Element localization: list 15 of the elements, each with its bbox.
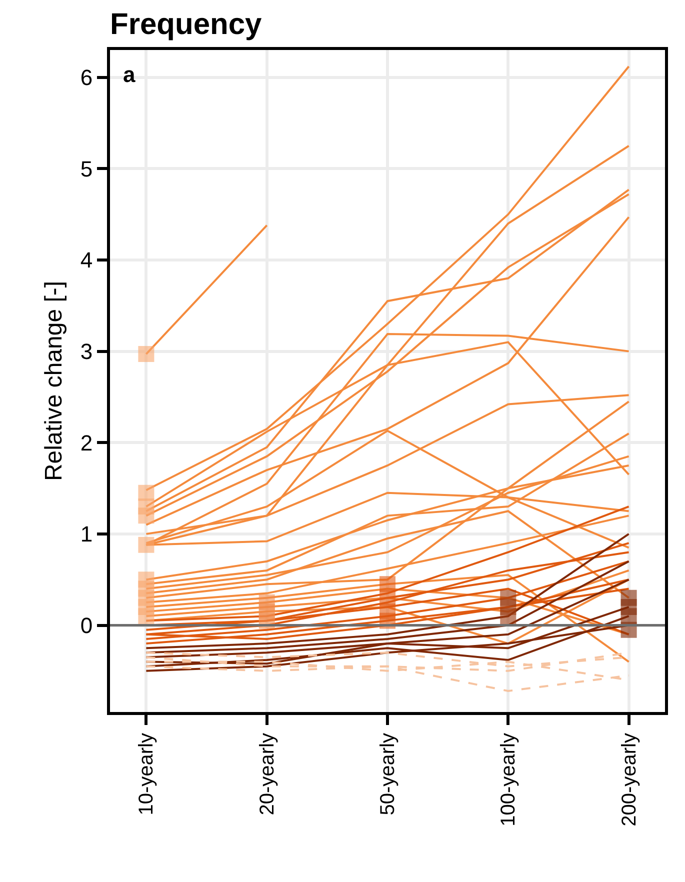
y-tick-label: 5 — [80, 156, 93, 182]
y-tick-label: 2 — [80, 430, 93, 456]
y-tick-label: 1 — [80, 522, 93, 547]
y-tick-label: 6 — [80, 65, 93, 90]
x-tick-label: 10-yearly — [136, 733, 158, 816]
y-axis-title: Relative change [-] — [40, 280, 68, 482]
x-tick-label: 100-yearly — [498, 733, 520, 826]
chart-title: Frequency — [110, 8, 262, 42]
x-tick-label: 200-yearly — [618, 733, 640, 826]
x-tick-label: 50-yearly — [377, 733, 399, 816]
y-tick-label: 0 — [80, 612, 93, 638]
x-tick-label: 20-yearly — [256, 733, 278, 816]
y-tick-label: 4 — [80, 248, 93, 273]
annotation: a — [123, 62, 136, 87]
y-tick-label: 3 — [80, 339, 93, 364]
